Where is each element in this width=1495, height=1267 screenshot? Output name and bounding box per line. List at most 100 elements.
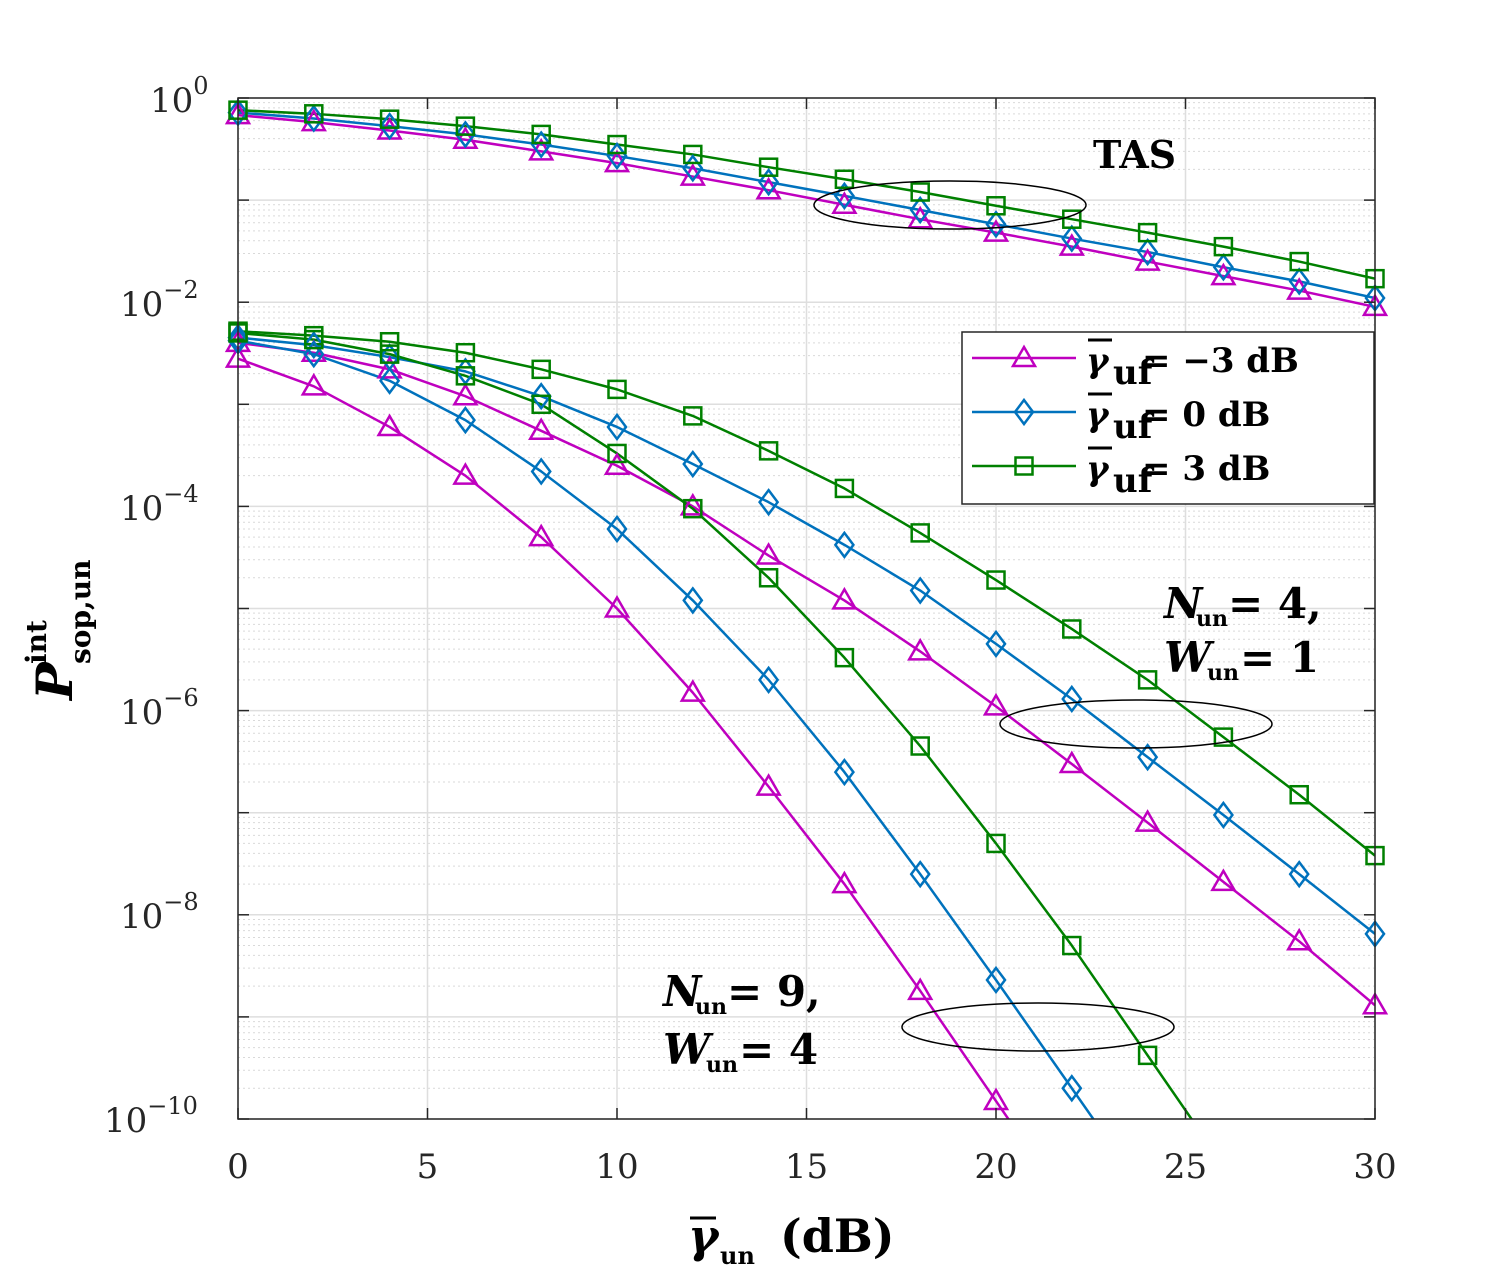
y-tick-labels: 100 10−2 10−4 10−6 10−8 10−10 [104,72,209,1141]
data-point [454,406,476,435]
annotation-g1-n-sub: un [1196,606,1228,632]
data-point [1134,809,1161,832]
data-point [1137,237,1159,267]
n4w1-group-ellipse [999,699,1273,749]
annotation-group1: N un = 4, W un = 1 [1162,579,1322,686]
data-point [528,417,555,441]
legend-marker-sample [1014,456,1034,476]
legend-samples [972,344,1076,476]
series-line [238,108,1375,280]
data-point [303,104,325,133]
data-point [1062,619,1082,639]
legend-value: = 3 dB [1142,449,1270,489]
series-line [238,339,1095,1119]
data-point [1058,750,1085,774]
data-point [682,449,704,479]
annotation-g2-n-symbol: N [661,967,703,1016]
data-point [530,130,552,159]
x-tick-label: 0 [227,1147,249,1187]
data-point [831,586,858,610]
data-point [679,679,706,702]
legend-symbol: γ [1086,341,1110,381]
annotation-g2-w-value: = 4 [739,1025,818,1074]
y-axis-label-subscript: sop,un [64,560,97,664]
data-point [1061,684,1083,714]
legend-symbol: γ [1086,449,1110,489]
data-point [1286,927,1313,951]
legend-marker-sample [1013,397,1035,427]
data-point [379,344,400,364]
series-line [238,111,1375,300]
data-point [833,757,855,787]
data-point [1288,267,1310,296]
x-tick-labels: 0 5 10 15 20 25 30 [227,1147,1396,1187]
data-point [982,219,1010,242]
x-tick-label: 10 [595,1147,638,1187]
legend-symbol: γ [1086,395,1110,435]
data-point [907,977,934,1001]
tas-group-ellipse [813,180,1087,230]
annotation-g2-w-symbol: W [663,1025,714,1074]
data-point [1212,800,1234,830]
y-tick-label: 10−8 [120,888,199,937]
data-point [452,462,479,485]
series-line [238,357,1010,1119]
data-point [831,870,858,894]
data-point [755,542,782,565]
annotation-g1-w-sub: un [1207,660,1239,686]
data-point [1137,743,1159,772]
data-point [986,570,1006,590]
data-point [1288,860,1310,889]
data-point [531,359,551,380]
data-point [909,576,931,605]
x-tick-label: 15 [785,1147,828,1187]
data-point [1137,222,1158,243]
annotation-group2: N un = 9, W un = 4 [661,967,821,1078]
data-point [909,195,931,225]
data-point [910,182,930,202]
n9w4-group-ellipse [901,1002,1175,1052]
data-point [1061,224,1083,253]
annotation-g1-n-symbol: N [1162,579,1204,628]
x-tick-label: 5 [417,1147,439,1187]
data-point [606,412,628,442]
data-point [531,394,551,415]
annotation-g1-w-symbol: W [1164,633,1215,682]
data-point [1213,236,1234,257]
data-point [831,191,858,215]
data-point [607,379,627,400]
data-point [531,124,551,145]
data-point [758,441,779,461]
series-layer [238,108,1375,1119]
data-point [455,366,476,386]
x-tick-label: 30 [1353,1147,1396,1187]
y-axis-label: P int sop,un [20,560,97,702]
series-line [238,331,1194,1119]
data-point [982,692,1010,716]
data-point [1134,248,1161,271]
data-point [455,342,476,363]
data-point [528,523,555,547]
series-line [238,329,1375,857]
data-point [530,382,552,411]
y-tick-label: 10−10 [104,1092,198,1141]
data-point [755,773,782,796]
data-point [682,586,704,615]
data-point [1137,1045,1158,1066]
data-point [300,372,327,396]
data-point [683,406,703,426]
data-point [1289,251,1309,272]
x-axis-label-subscript: un [720,1241,755,1267]
legend-subscript: uf [1113,461,1155,501]
data-point [606,514,628,544]
legend-entry: γ uf = 0 dB [1086,392,1270,447]
data-point [607,443,627,464]
data-point [834,478,855,499]
annotation-g2-w-sub: un [706,1052,738,1078]
data-point [909,860,931,889]
annotation-g1-w-value: = 1 [1240,633,1319,682]
x-tick-label: 20 [974,1147,1017,1187]
data-point [1210,868,1237,892]
data-point [758,488,780,517]
